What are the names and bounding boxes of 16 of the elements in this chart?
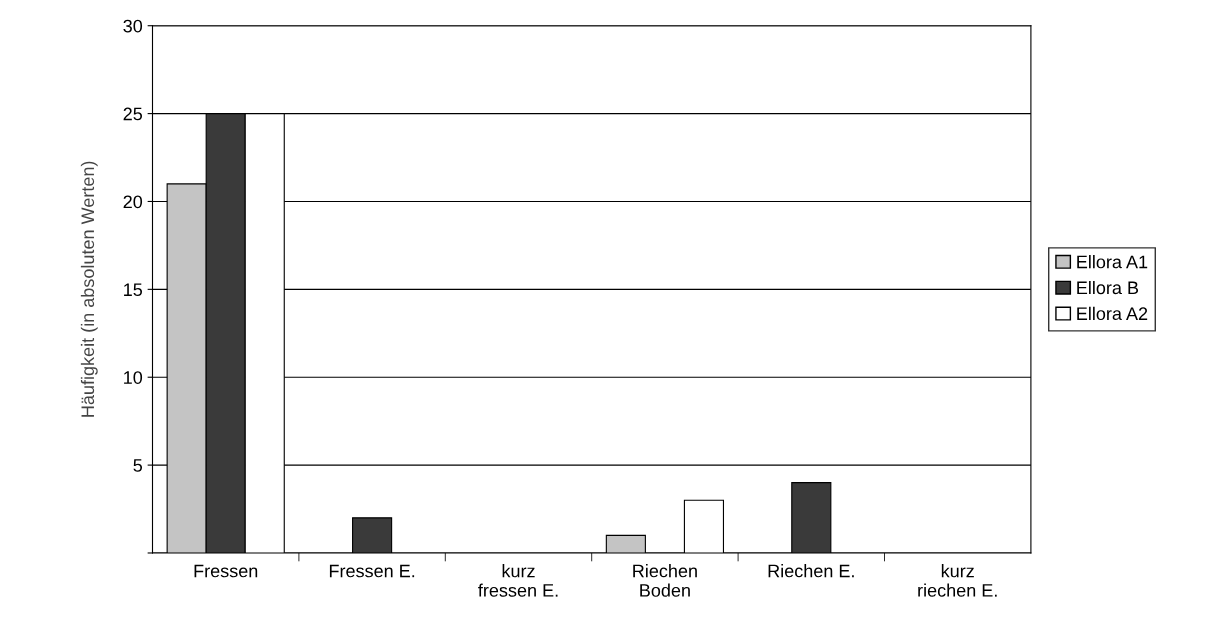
y-tick-label: 5 bbox=[133, 459, 143, 472]
y-tick-label: 15 bbox=[124, 283, 143, 297]
x-tick-label: Riechen Boden bbox=[633, 564, 697, 597]
x-tick-label: kurz fressen E. bbox=[478, 564, 558, 597]
legend-label: Ellora A1 bbox=[1077, 255, 1148, 269]
x-tick-label: Fressen bbox=[194, 564, 258, 578]
legend-label: Ellora A2 bbox=[1077, 306, 1148, 321]
y-tick-label: 20 bbox=[123, 195, 143, 209]
y-tick-label: 25 bbox=[123, 107, 143, 121]
y-tick-label: 30 bbox=[123, 19, 143, 33]
x-tick-label: Fressen E. bbox=[329, 564, 415, 578]
x-tick-label: kurz riechen E. bbox=[918, 564, 997, 597]
y-axis-title: Häufigkeit (in absoluten Werten) bbox=[80, 161, 98, 417]
legend-label: Ellora B bbox=[1077, 280, 1139, 295]
y-tick-label: 10 bbox=[124, 371, 143, 384]
x-tick-label: Riechen E. bbox=[768, 564, 854, 578]
